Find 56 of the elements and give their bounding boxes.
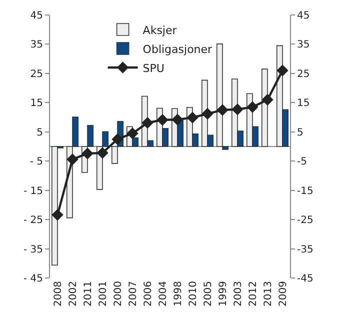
y-tick-label: - 5 [30, 156, 43, 168]
point [82, 148, 94, 160]
x-tick-label: 2010 [188, 281, 199, 306]
y-tick-label: 25 [30, 68, 43, 80]
bar [261, 68, 268, 147]
x-tick-label: 2005 [202, 281, 214, 306]
y2-tick-label: -25 [297, 215, 314, 226]
x-tick-label: 2007 [128, 281, 139, 306]
y2-tick-label: 45 [297, 10, 310, 22]
point [276, 64, 288, 76]
x-tick-label: 2013 [262, 281, 274, 306]
y-tick-label: - 45 [23, 274, 43, 284]
x-tick-label: 2006 [142, 281, 154, 306]
y2-tick-label: 25 [297, 68, 310, 80]
y2-tick-label: -15 [297, 186, 314, 197]
y2-tick-label: 5 [297, 127, 304, 138]
point [66, 154, 78, 166]
legend-label: SPU [142, 62, 164, 75]
point [96, 147, 108, 159]
y2-tick-label: -45 [297, 274, 314, 284]
y2-tick-label: 35 [297, 40, 310, 51]
point [262, 94, 274, 106]
legend-label: Obligasjoner [142, 42, 213, 56]
point [216, 104, 228, 116]
y-tick-label: - 25 [23, 215, 43, 226]
point [172, 114, 184, 126]
point [52, 209, 64, 221]
y-tick-label: - 35 [23, 244, 43, 256]
x-tick-label: 2002 [68, 281, 79, 306]
x-tick-label: 2008 [52, 281, 64, 306]
point [126, 128, 138, 140]
point [202, 108, 214, 120]
point [156, 114, 168, 126]
point [246, 101, 258, 113]
x-tick-label: 2003 [232, 281, 244, 306]
x-tick-label: 2011 [82, 281, 94, 306]
x-tick-label: 2001 [98, 281, 109, 306]
x-tick-label: 1999 [218, 281, 229, 306]
x-tick-label: 2012 [248, 281, 259, 306]
point [142, 116, 154, 129]
x-tick-label: 2009 [278, 281, 289, 306]
y-tick-label: 15 [30, 98, 43, 110]
y-tick-label: 5 [36, 127, 43, 138]
point [112, 133, 124, 146]
y-tick-label: 35 [30, 40, 43, 51]
y2-tick-label: 15 [297, 98, 310, 110]
x-tick-label: 1998 [172, 281, 184, 306]
y2-tick-label: -5 [297, 156, 307, 168]
point [232, 104, 244, 116]
legend-label: Aksjer [142, 24, 178, 37]
x-tick-label: 2004 [158, 281, 169, 306]
y2-tick-label: -35 [297, 244, 314, 256]
x-tick-label: 2000 [112, 281, 124, 306]
point [186, 112, 198, 124]
y-tick-label: - 15 [23, 186, 43, 197]
y-tick-label: 45 [30, 10, 43, 22]
